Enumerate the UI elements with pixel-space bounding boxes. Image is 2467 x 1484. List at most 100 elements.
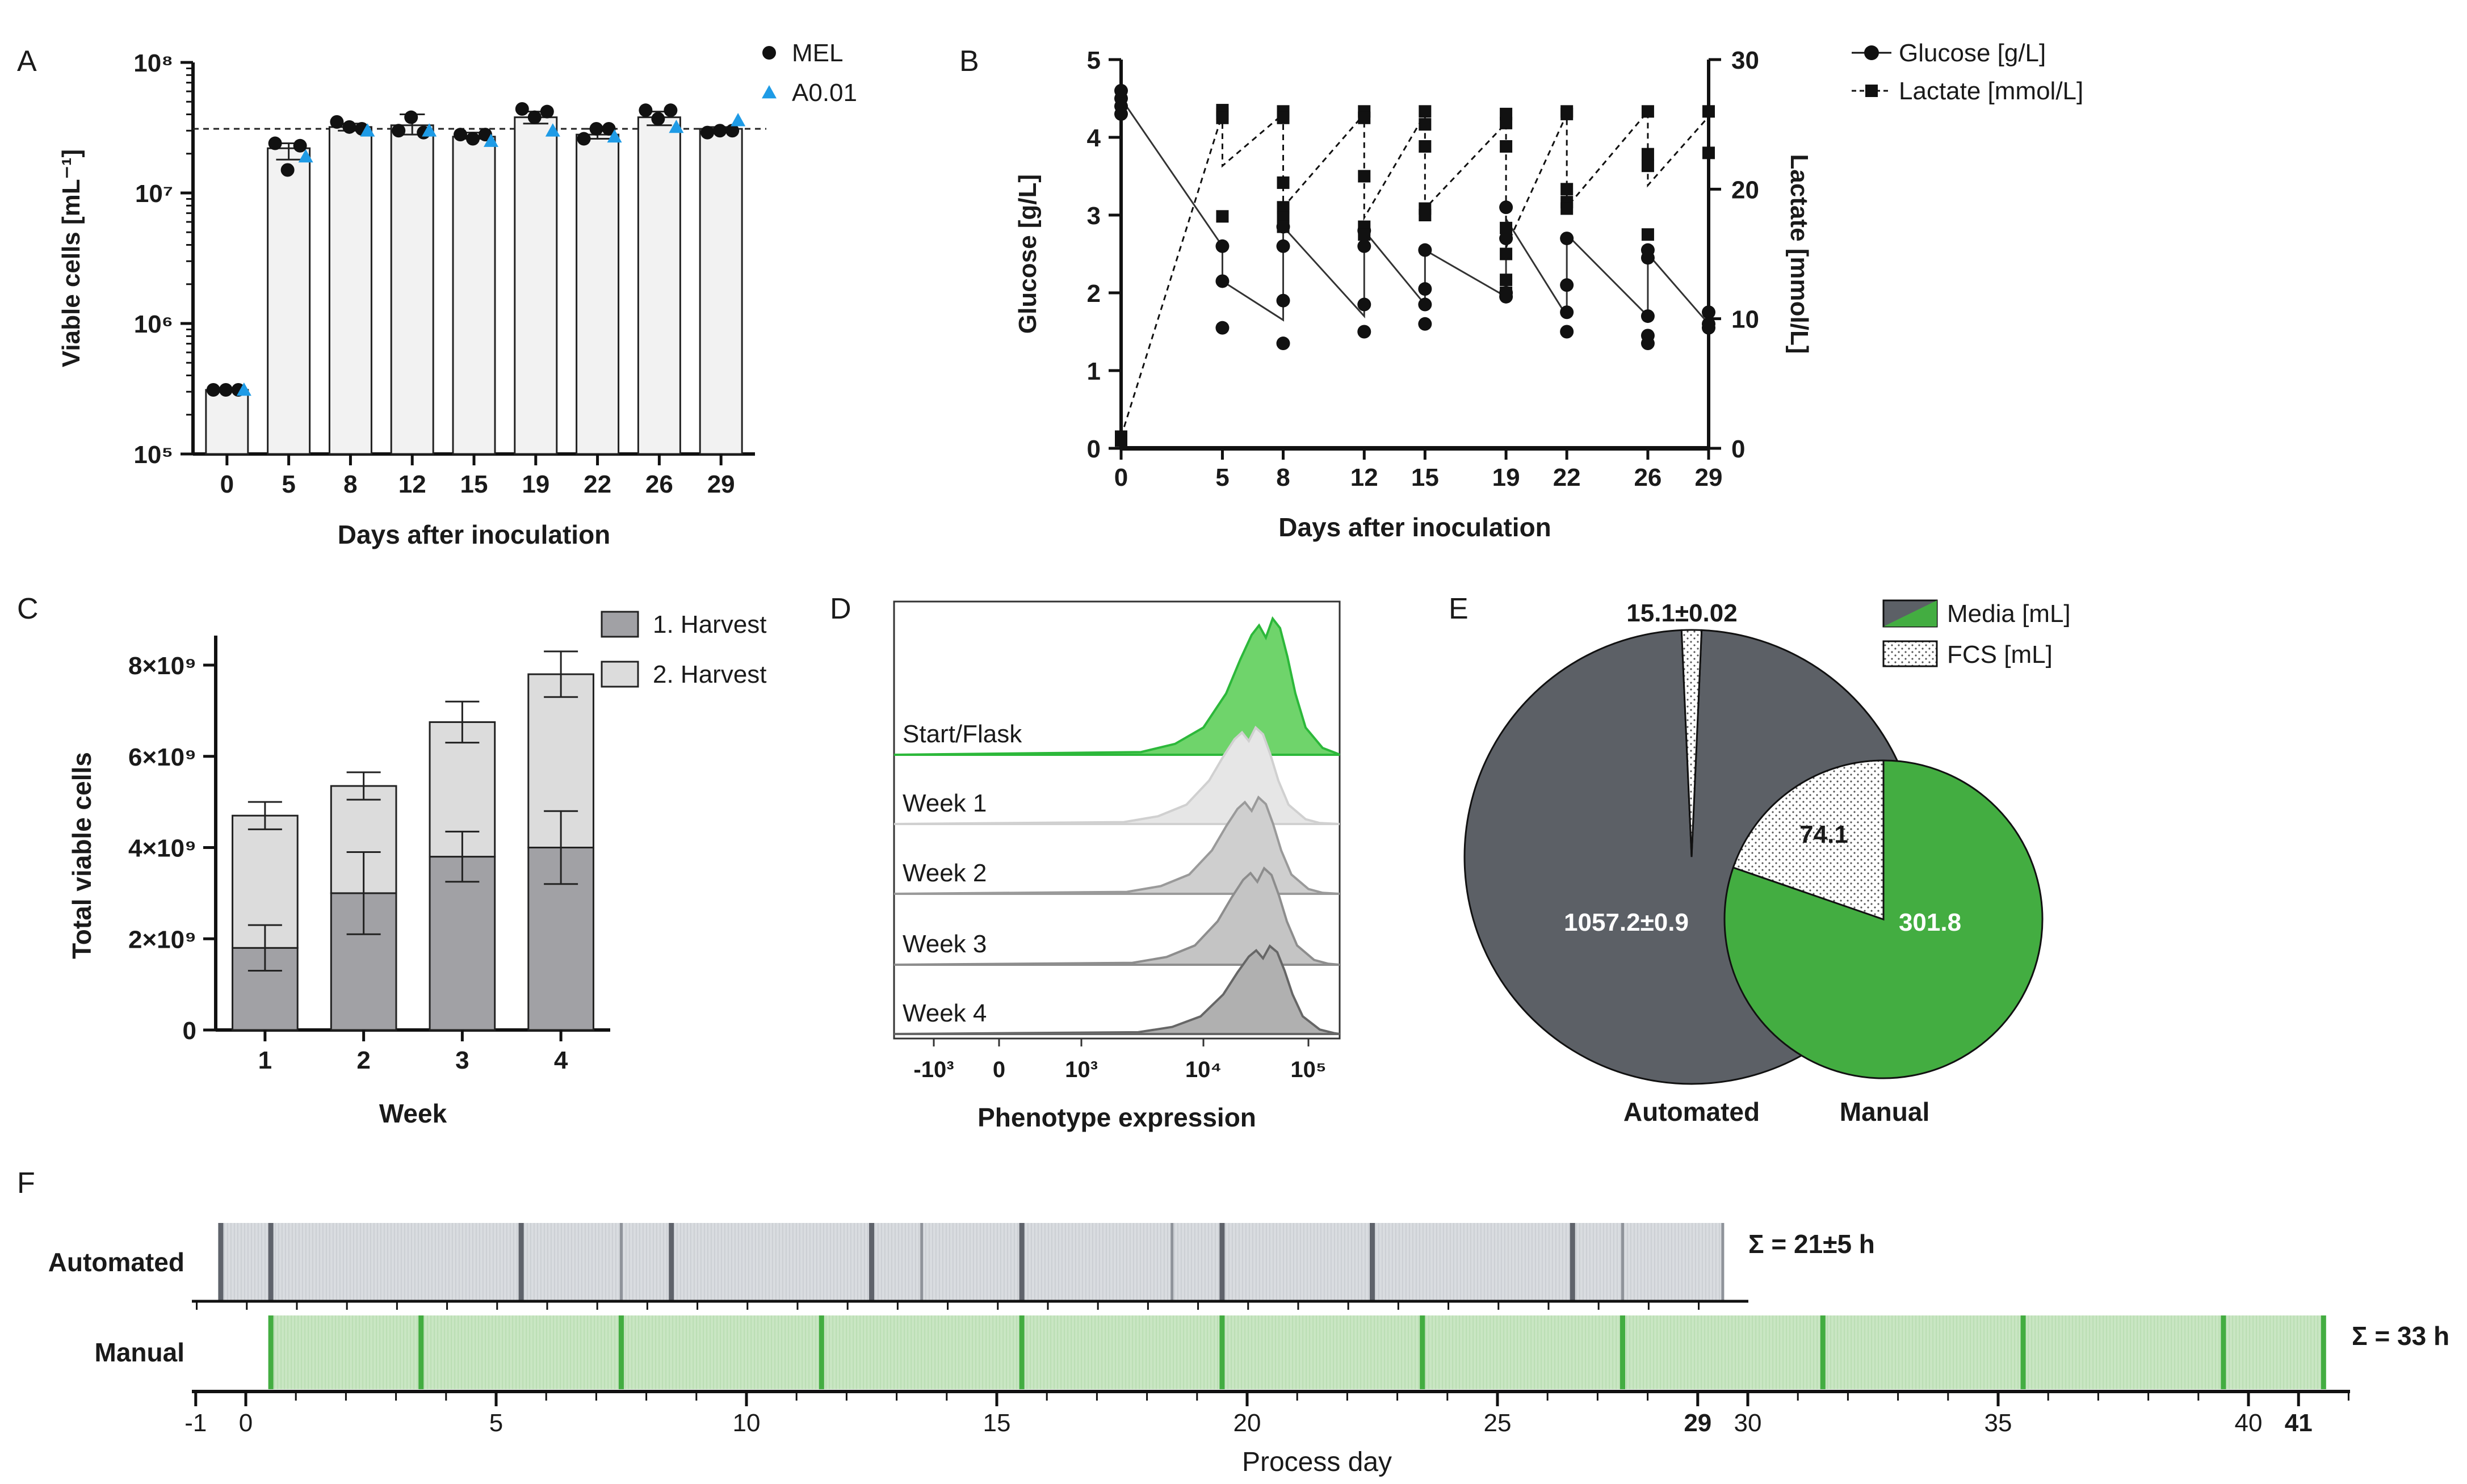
y-tick-label: 2	[1087, 280, 1101, 308]
timeline-label-automated: Automated	[48, 1247, 184, 1277]
x-axis-title: Days after inoculation	[338, 520, 611, 549]
y-tick-label: 10⁶	[134, 310, 173, 338]
mel-point	[577, 132, 591, 146]
glucose-point	[1418, 243, 1432, 257]
bar	[452, 136, 496, 455]
lactate-point	[1702, 146, 1715, 159]
y-tick-label: 10⁵	[133, 441, 173, 469]
bar-harvest-1	[429, 856, 496, 1031]
glucose-point	[1560, 232, 1574, 246]
bar	[514, 116, 558, 455]
x-tick-label: 25	[1484, 1409, 1512, 1437]
bar	[328, 126, 372, 455]
mel-point	[330, 115, 344, 129]
panel-letter-f: F	[17, 1167, 35, 1200]
glucose-point	[1418, 282, 1432, 296]
x-axis-title: Week	[379, 1099, 447, 1128]
lactate-point	[1277, 220, 1290, 233]
mel-point	[466, 132, 480, 146]
x-tick-label: 29	[1684, 1409, 1711, 1437]
legend-glucose-label: Glucose [g/L]	[1899, 39, 2046, 67]
mel-point	[651, 112, 665, 126]
y2-tick-label: 20	[1731, 176, 1759, 204]
mel-point	[664, 103, 678, 117]
lactate-point	[1277, 201, 1290, 214]
glucose-point	[1114, 107, 1128, 121]
glucose-point	[1560, 325, 1574, 339]
x-tick-label: 10⁵	[1290, 1057, 1326, 1082]
y-tick-label: 1	[1087, 358, 1101, 385]
glucose-point	[1560, 278, 1574, 292]
pie-automated-fcs	[1680, 629, 1703, 857]
x-tick-label: 2	[356, 1046, 370, 1074]
timeline-label-manual: Manual	[95, 1338, 184, 1367]
x-tick-label: 22	[584, 470, 611, 498]
mel-point	[540, 104, 554, 119]
lactate-point	[1358, 228, 1371, 241]
a001-point	[422, 123, 437, 137]
a001-point	[731, 113, 746, 127]
glucose-point	[1276, 239, 1290, 253]
legend-harvest-2-label: 2. Harvest	[653, 661, 767, 688]
x-tick-label: 20	[1234, 1409, 1261, 1437]
legend-harvest-2-swatch	[601, 661, 639, 688]
y-tick-label: 3	[1087, 202, 1101, 230]
mel-point	[342, 120, 356, 134]
glucose-point	[1641, 337, 1655, 351]
bar	[267, 147, 311, 455]
x-tick-label: 0	[220, 470, 234, 498]
glucose-point	[1641, 251, 1655, 265]
lactate-point	[1500, 116, 1513, 129]
y-tick-label: 0	[1087, 435, 1101, 463]
lactate-point	[1358, 111, 1371, 124]
y-tick-label: 8×10⁹	[128, 652, 196, 680]
lactate-point	[1560, 202, 1574, 215]
x-tick-label: 12	[398, 470, 426, 498]
histogram-4	[893, 866, 1340, 966]
label-automated-fcs: 15.1±0.02	[1626, 599, 1737, 627]
lactate-point	[1500, 274, 1513, 287]
glucose-point	[1560, 305, 1574, 319]
track-label: Week 1	[903, 789, 987, 817]
y-axis-title: Total viable cells	[67, 752, 97, 959]
mel-point	[589, 121, 603, 136]
mel-point	[219, 382, 233, 397]
legend-fcs-label: FCS [mL]	[1947, 641, 2053, 669]
x-tick-label: 5	[282, 470, 295, 498]
mel-point	[515, 102, 529, 116]
x-tick-label: 19	[522, 470, 549, 498]
mel-point	[280, 163, 295, 177]
legend-mel-marker	[762, 46, 776, 60]
x-tick-label: 1	[258, 1046, 272, 1074]
lactate-point	[1277, 176, 1290, 189]
legend-mel-label: MEL	[792, 39, 843, 67]
glucose-point	[1276, 337, 1290, 351]
y-tick-label: 0	[183, 1017, 196, 1045]
y-tick-label: 10⁷	[135, 180, 173, 208]
lactate-point	[1560, 107, 1574, 120]
y-axis-title: Viable cells [mL⁻¹]	[57, 149, 85, 367]
y-axis-title: Glucose [g/L]	[1014, 174, 1042, 334]
histogram-1	[893, 616, 1340, 756]
pie-manual-name: Manual	[1840, 1097, 1929, 1126]
mel-point	[713, 124, 727, 138]
lactate-point	[1641, 159, 1654, 173]
glucose-point	[1702, 321, 1715, 335]
y2-tick-label: 0	[1731, 435, 1745, 463]
panel-e: E 15.1±0.02 1057.2±0.9 74.1 301.8 Automated Ma…	[1449, 592, 2071, 1126]
track-label: Week 4	[903, 999, 987, 1027]
glucose-point	[1357, 239, 1371, 253]
a001-point	[607, 129, 622, 143]
label-manual-media: 301.8	[1899, 909, 1961, 936]
timeline-sum-automated: Σ = 21±5 h	[1748, 1229, 1875, 1259]
mel-point	[404, 110, 418, 124]
timeline-bar-manual	[271, 1315, 2324, 1389]
panel-letter-e: E	[1449, 592, 1469, 625]
x-tick-label: 40	[2235, 1409, 2263, 1437]
legend-glucose-marker	[1864, 45, 1879, 60]
x-tick-label: 19	[1492, 464, 1520, 491]
lactate-point	[1641, 105, 1654, 118]
x-tick-label: 5	[1215, 464, 1229, 491]
